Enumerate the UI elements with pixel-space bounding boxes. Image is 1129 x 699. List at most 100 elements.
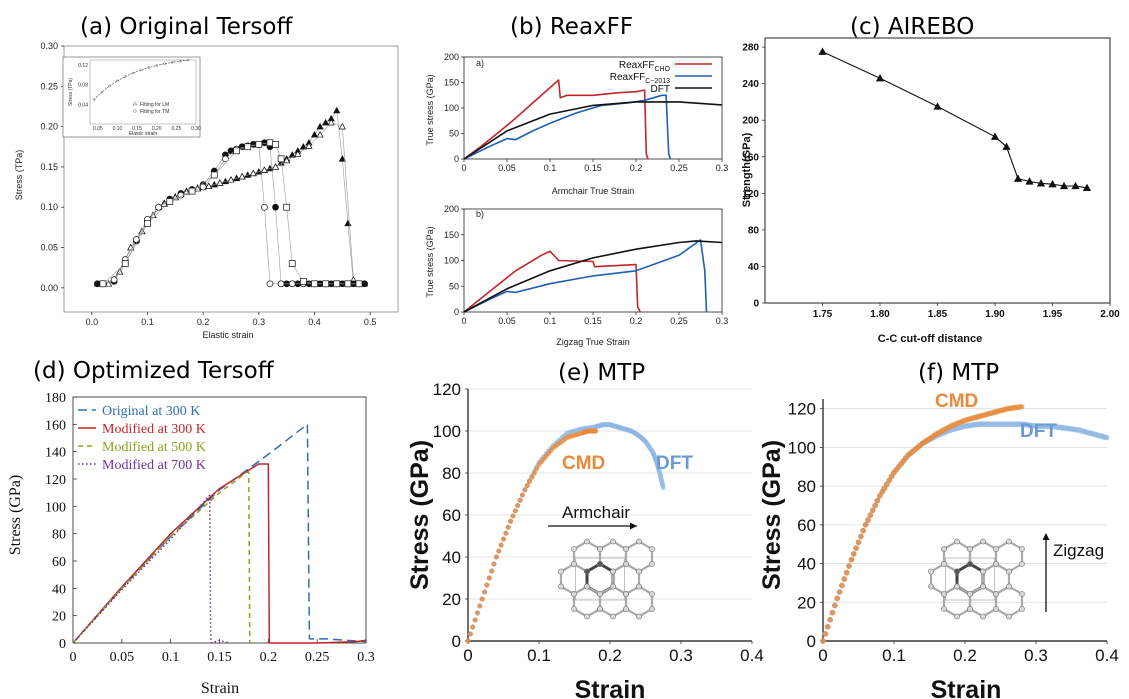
e-x-tick-label: 0.2 xyxy=(598,646,622,665)
panel-d-legend-label: Original at 300 K xyxy=(102,404,200,419)
panel-b-top-xlabel: Armchair True Strain xyxy=(552,186,635,196)
lattice-atom xyxy=(928,568,934,575)
panel-f-cmd-label: CMD xyxy=(935,391,978,412)
panel-a-data-point xyxy=(338,122,346,130)
panel-a-series-line xyxy=(97,142,365,285)
panel-a-series-line xyxy=(97,122,365,285)
panel-a-data-point xyxy=(255,140,263,148)
panel-c-data-point xyxy=(1059,181,1069,190)
a-x-tick-label: 0.4 xyxy=(308,317,321,327)
lattice-atom xyxy=(1006,583,1012,590)
lattice-atom xyxy=(623,591,629,597)
panel-c-data-point xyxy=(1036,179,1046,187)
panel-a-inset-legend-tm: Fitting for TM xyxy=(140,109,169,115)
panel-a-inset-point xyxy=(92,98,96,101)
lattice-atom xyxy=(623,606,629,612)
lattice-atom xyxy=(1019,606,1025,612)
panel-a-data-point xyxy=(299,143,307,150)
panel-a-inset-xlabel: Elastic strain xyxy=(129,131,158,137)
panel-a-data-point xyxy=(261,203,268,211)
c-y-tick-label: 40 xyxy=(748,262,760,273)
panel-b-legend-c2013: ReaxFFC−2013 xyxy=(610,72,670,85)
panel-f-cmd-point xyxy=(841,576,848,582)
panel-c-data-point xyxy=(1002,142,1011,150)
lattice-atom xyxy=(584,583,590,590)
panel-a-data-point xyxy=(344,280,352,288)
d-x-tick-label: 0.3 xyxy=(357,650,375,665)
panel-a-xlabel: Elastic strain xyxy=(202,330,253,340)
lattice-atom xyxy=(941,606,947,612)
panel-c-data-point xyxy=(1025,177,1034,185)
panel-f-cmd-point xyxy=(829,609,836,616)
panel-e-cmd-point xyxy=(486,575,492,581)
b1-x-tick-label: 0.15 xyxy=(584,163,602,173)
panel-b-series-2-line xyxy=(463,240,723,313)
f-x-tick-label: 0.4 xyxy=(1095,646,1119,665)
f-y-tick-label: 100 xyxy=(788,438,816,457)
panel-e-cmd-point xyxy=(498,542,504,548)
panel-f-cmd-point xyxy=(872,502,878,509)
panel-b-title: (b) ReaxFF xyxy=(510,14,633,40)
panel-e-cmd-point xyxy=(496,548,502,554)
panel-b-bottom-panel-label: b) xyxy=(476,209,484,219)
e-y-tick-label: 20 xyxy=(442,590,461,609)
lattice-hexagon xyxy=(598,585,628,618)
lattice-atom xyxy=(558,568,564,575)
f-x-tick-label: 0.2 xyxy=(953,646,977,665)
panel-f-cmd-point xyxy=(862,522,869,528)
panel-a-data-point xyxy=(333,280,341,288)
panel-e-cmd-point xyxy=(484,582,490,588)
panel-f-xlabel: Strain xyxy=(931,676,1002,699)
panel-f-graphene-lattice xyxy=(928,538,1025,620)
panel-a-inset-point xyxy=(124,75,127,78)
c-x-tick-label: 1.75 xyxy=(813,309,833,320)
e-y-tick-label: 80 xyxy=(442,464,461,483)
lattice-atom xyxy=(980,583,986,590)
panel-a-data-point xyxy=(272,203,279,211)
c-y-tick-label: 280 xyxy=(742,43,759,54)
f-y-tick-label: 60 xyxy=(797,516,816,535)
b2-x-tick-label: 0.1 xyxy=(544,316,557,326)
panel-a-inset-ylabel: Stress (TPa) xyxy=(68,78,74,106)
lattice-atom xyxy=(954,613,960,620)
panel-a-data-point xyxy=(216,179,224,186)
panel-a-data-point xyxy=(227,147,235,155)
panel-f-cmd-point xyxy=(851,551,857,557)
panel-b-bottom: 0 0.05 0.1 0.15 0.2 0.25 0.3 0 50 100 150 200 b) Zi… xyxy=(425,204,728,347)
panel-a-inset-curve xyxy=(93,59,189,100)
a-x-tick-label: 0.5 xyxy=(364,317,377,327)
panel-c-data-point xyxy=(875,73,885,82)
panel-a-data-point xyxy=(271,163,280,170)
panel-a-data-point xyxy=(344,219,352,227)
a-x-tick-label: 0.2 xyxy=(197,317,210,327)
d-y-tick-label: 120 xyxy=(45,473,66,488)
panel-e-cmd-point xyxy=(475,610,481,616)
panel-a-inset-point xyxy=(100,90,104,94)
panel-a-data-point xyxy=(283,156,291,164)
panel-d-series-0-line xyxy=(72,423,367,644)
panel-a-data-point xyxy=(277,280,285,288)
panel-a-inset-y-tick-label: 0.04 xyxy=(78,102,88,108)
panel-a-inset-x-tick-label: 0.10 xyxy=(113,126,123,132)
lattice-atom xyxy=(967,561,973,567)
panel-a-data-point xyxy=(300,278,307,285)
lattice-atom xyxy=(649,546,655,552)
panel-a-inset: 0.05 0.10 0.15 0.20 0.25 0.30 0.04 0.08 0.12 Ela… xyxy=(62,56,201,138)
lattice-atom xyxy=(597,606,603,612)
panel-a-inset-point xyxy=(116,79,119,83)
panel-a-inset-point xyxy=(108,84,111,88)
panel-c-series-line xyxy=(822,51,1088,189)
b2-x-tick-label: 0.05 xyxy=(498,316,516,326)
panel-a-inset-point xyxy=(163,62,166,66)
panel-a-data-point xyxy=(155,203,162,211)
panel-f-cmd-point xyxy=(820,638,826,644)
e-y-tick-label: 0 xyxy=(452,632,461,651)
c-y-tick-label: 120 xyxy=(742,189,759,200)
panel-d-title: (d) Optimized Tersoff xyxy=(33,358,275,384)
d-y-tick-label: 60 xyxy=(52,555,66,570)
panel-a-series-line xyxy=(102,142,359,285)
panel-a-data-point xyxy=(222,155,229,163)
d-y-tick-label: 0 xyxy=(59,637,66,652)
c-x-tick-label: 2.00 xyxy=(1100,309,1120,320)
f-y-tick-label: 120 xyxy=(788,400,816,419)
